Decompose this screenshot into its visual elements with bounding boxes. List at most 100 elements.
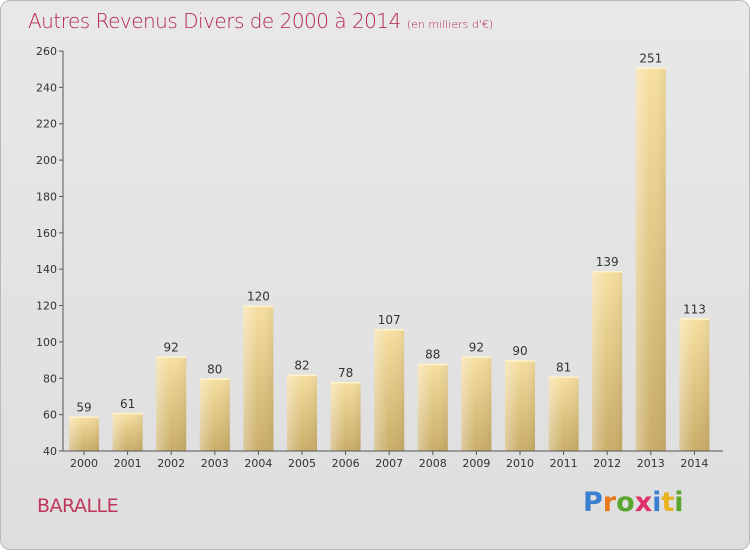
bar-2002: 92 bbox=[156, 340, 187, 451]
y-tick-label: 200 bbox=[36, 154, 57, 167]
logo-letter: t bbox=[661, 487, 675, 518]
y-tick-label: 100 bbox=[36, 336, 57, 349]
x-tick-label: 2004 bbox=[244, 457, 272, 470]
bar-top-edge bbox=[505, 360, 535, 362]
x-tick-label: 2000 bbox=[70, 457, 98, 470]
bar-value-label: 78 bbox=[338, 366, 353, 380]
x-tick-label: 2014 bbox=[680, 457, 708, 470]
x-tick-label: 2008 bbox=[419, 457, 447, 470]
bar-top-edge bbox=[330, 381, 361, 384]
bar-2010: 90 bbox=[505, 344, 535, 451]
bar-shade bbox=[635, 67, 666, 451]
logo-letter: P bbox=[583, 487, 603, 518]
logo-letter: i bbox=[652, 487, 662, 518]
x-tick-label: 2013 bbox=[637, 457, 665, 470]
y-tick-label: 40 bbox=[43, 445, 57, 458]
bar-shade bbox=[199, 378, 230, 451]
bar-2012: 139 bbox=[592, 255, 623, 451]
bar-2000: 59 bbox=[69, 400, 99, 451]
bar-top-edge bbox=[243, 305, 274, 308]
chart-title: Autres Revenus Divers de 2000 à 2014 (en … bbox=[28, 9, 493, 33]
commune-name: BARALLE bbox=[37, 495, 119, 517]
bar-2003: 80 bbox=[199, 362, 230, 451]
x-tick-label: 2002 bbox=[157, 457, 185, 470]
y-tick-label: 160 bbox=[36, 227, 57, 240]
bar-2001: 61 bbox=[112, 397, 143, 451]
bar-shade bbox=[374, 329, 405, 451]
bar-shade bbox=[592, 271, 623, 451]
bar-top-edge bbox=[287, 374, 317, 377]
y-tick-label: 120 bbox=[36, 300, 57, 313]
bar-shade bbox=[243, 305, 274, 451]
logo-letter: x bbox=[634, 487, 653, 518]
bar-value-label: 92 bbox=[164, 340, 179, 354]
bar-2009: 92 bbox=[461, 340, 492, 451]
logo-letter: r bbox=[602, 487, 617, 518]
bar-shade bbox=[330, 381, 361, 451]
y-tick-label: 180 bbox=[36, 190, 57, 203]
x-tick-label: 2009 bbox=[462, 457, 490, 470]
x-tick-label: 2012 bbox=[593, 457, 621, 470]
x-tick-label: 2011 bbox=[550, 457, 578, 470]
bar-2006: 78 bbox=[330, 366, 361, 451]
logo-letter: i bbox=[674, 487, 684, 518]
bar-value-label: 139 bbox=[596, 255, 619, 269]
bar-top-edge bbox=[592, 271, 623, 273]
bar-top-edge bbox=[199, 378, 230, 380]
y-tick-label: 220 bbox=[36, 118, 57, 131]
bar-top-edge bbox=[548, 376, 579, 378]
bar-value-label: 80 bbox=[207, 362, 222, 376]
bar-top-edge bbox=[69, 416, 99, 418]
bar-shade bbox=[417, 363, 448, 451]
bar-value-label: 120 bbox=[247, 290, 270, 304]
bar-shade bbox=[461, 356, 492, 451]
bar-shade bbox=[69, 416, 99, 451]
bar-value-label: 61 bbox=[120, 397, 135, 411]
bar-value-label: 107 bbox=[378, 313, 401, 327]
bars-group: 59 61 92 80 120 82 78 107 88 92 90 81 139 251 113 bbox=[69, 51, 710, 451]
bar-top-edge bbox=[461, 356, 492, 358]
bar-shade bbox=[112, 412, 143, 451]
y-tick-label: 140 bbox=[36, 263, 57, 276]
y-tick-label: 60 bbox=[43, 409, 57, 422]
bar-value-label: 88 bbox=[425, 348, 440, 362]
bar-value-label: 59 bbox=[76, 400, 91, 414]
bar-2004: 120 bbox=[243, 290, 274, 451]
bar-top-edge bbox=[679, 318, 710, 320]
x-tick-label: 2007 bbox=[375, 457, 403, 470]
bar-2005: 82 bbox=[287, 359, 317, 451]
bar-shade bbox=[548, 376, 579, 451]
bar-value-label: 92 bbox=[469, 340, 484, 354]
bar-2011: 81 bbox=[548, 360, 579, 451]
bar-top-edge bbox=[374, 329, 405, 331]
bar-value-label: 90 bbox=[512, 344, 527, 358]
logo-letter: o bbox=[616, 487, 635, 518]
x-tick-label: 2005 bbox=[288, 457, 316, 470]
x-tick-label: 2003 bbox=[201, 457, 229, 470]
bar-2007: 107 bbox=[374, 313, 405, 451]
bar-top-edge bbox=[156, 356, 187, 358]
bar-2008: 88 bbox=[417, 348, 448, 451]
bar-top-edge bbox=[112, 412, 143, 415]
bar-value-label: 251 bbox=[639, 51, 662, 65]
axes-group: 2000 2001 2002 2003 2004 2005 2006 2007 2008 2009… bbox=[36, 45, 723, 470]
bar-top-edge bbox=[417, 363, 448, 366]
chart-title-text: Autres Revenus Divers de 2000 à 2014 bbox=[28, 9, 401, 33]
y-tick-label: 80 bbox=[43, 372, 57, 385]
chart-title-unit: (en milliers d'€) bbox=[406, 18, 494, 31]
bar-value-label: 113 bbox=[683, 302, 706, 316]
bar-2014: 113 bbox=[679, 302, 710, 451]
y-tick-label: 260 bbox=[36, 45, 57, 58]
bar-2013: 251 bbox=[635, 51, 666, 451]
proxiti-logo: Proxiti bbox=[583, 487, 684, 518]
bar-value-label: 82 bbox=[294, 359, 309, 373]
bar-value-label: 81 bbox=[556, 360, 571, 374]
x-tick-label: 2006 bbox=[332, 457, 360, 470]
bar-shade bbox=[679, 318, 710, 451]
bar-shade bbox=[505, 360, 535, 451]
x-tick-label: 2010 bbox=[506, 457, 534, 470]
x-tick-label: 2001 bbox=[114, 457, 142, 470]
bar-top-edge bbox=[635, 67, 666, 69]
